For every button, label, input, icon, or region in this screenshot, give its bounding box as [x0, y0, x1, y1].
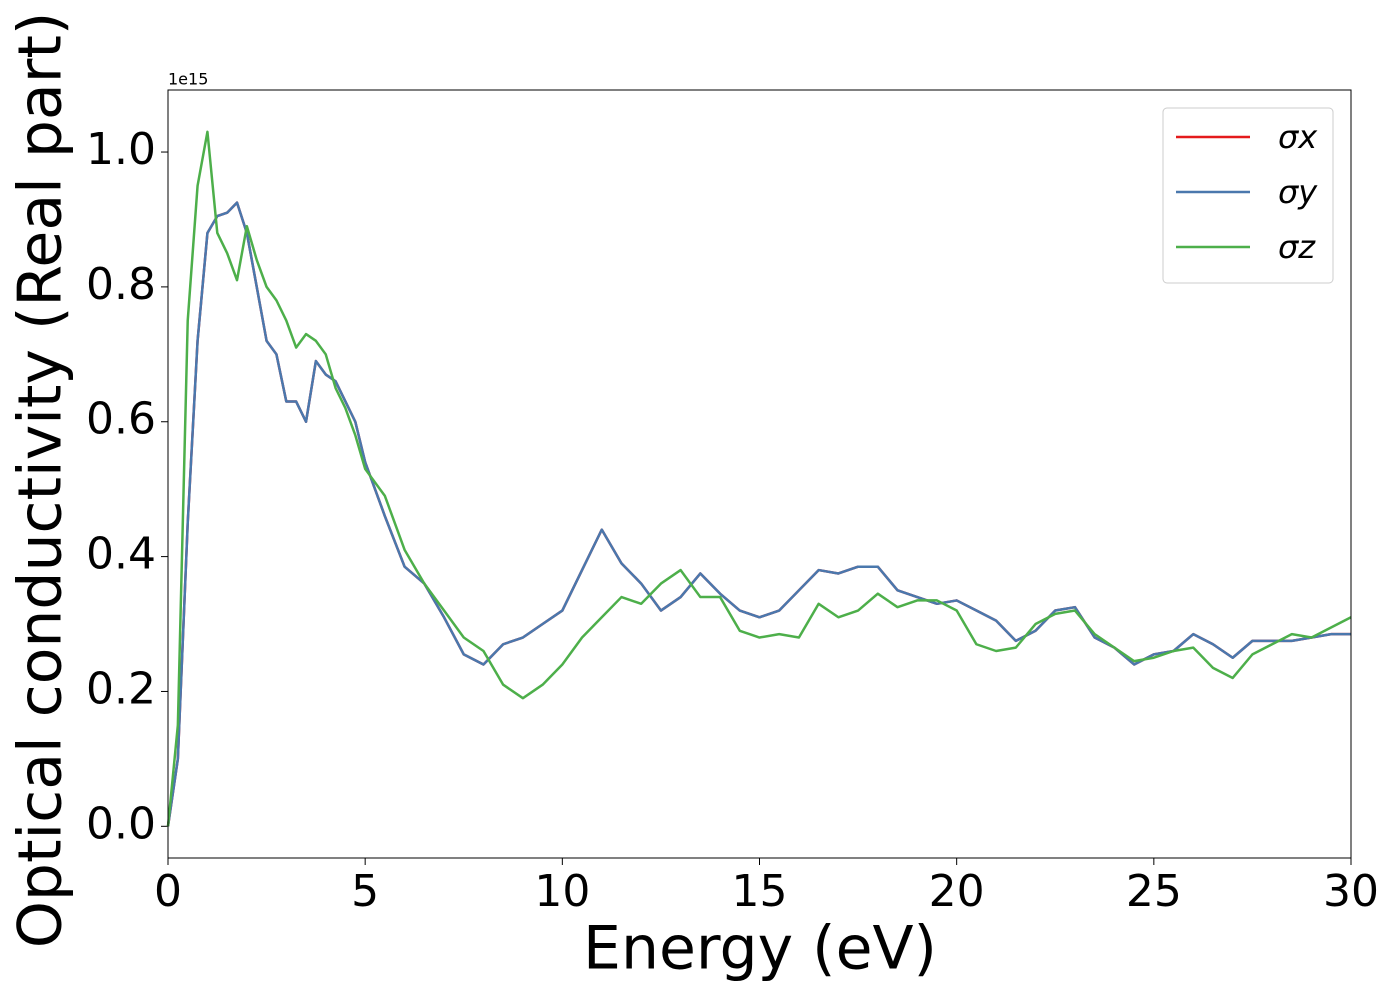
offset-label: 1e15	[168, 70, 208, 89]
y-tick-label: 1.0	[86, 124, 156, 175]
y-tick-label: 0.8	[86, 259, 156, 310]
legend-box	[1162, 107, 1334, 284]
y-tick-label: 0.0	[86, 798, 156, 849]
series-line	[166, 201, 1351, 827]
y-tick-label: 0.2	[86, 663, 156, 714]
x-tick-label: 15	[732, 866, 788, 917]
x-tick-label: 30	[1323, 866, 1379, 917]
series-line	[166, 130, 1352, 827]
y-axis-label: Optical conductivity (Real part)	[6, 12, 76, 949]
x-tick-label: 20	[929, 866, 985, 917]
y-tick-label: 0.6	[86, 394, 156, 445]
legend-label: σy	[1278, 173, 1318, 211]
x-tick-label: 0	[154, 866, 182, 917]
x-tick-label: 10	[534, 866, 590, 917]
plot-frame	[167, 89, 1352, 859]
x-axis-label: Energy (eV)	[583, 914, 937, 984]
x-tick-label: 25	[1126, 866, 1182, 917]
series-line	[166, 201, 1351, 827]
legend-label: σx	[1278, 118, 1318, 156]
legend-label: σz	[1278, 228, 1316, 266]
x-tick-label: 5	[351, 866, 379, 917]
y-tick-label: 0.4	[86, 529, 156, 580]
